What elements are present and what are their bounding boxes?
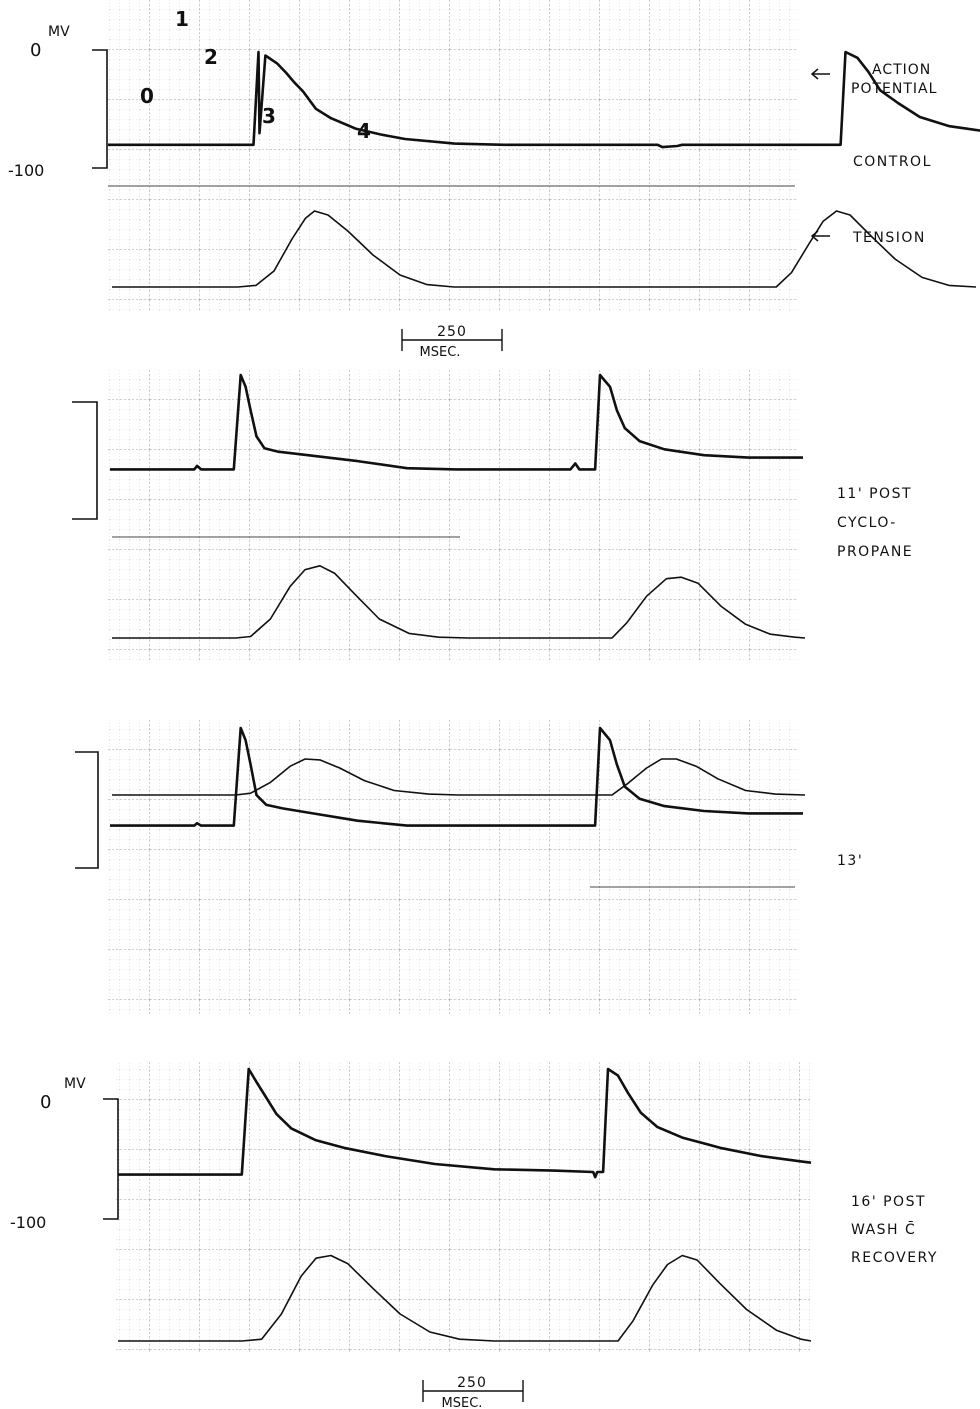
- tension-legend-text: TENSION: [852, 230, 926, 246]
- tension-legend: TENSION: [810, 230, 926, 246]
- tension-trace: [112, 210, 977, 288]
- svg-text:11' POST: 11' POST: [837, 486, 912, 502]
- mv-bracket-2: [72, 401, 98, 520]
- time-scale-value: 250: [437, 324, 467, 340]
- tension-trace: [118, 1254, 812, 1342]
- panel-post-wash-recovery-16: [115, 1062, 812, 1352]
- svg-text:WASH C̄: WASH C̄: [851, 1220, 916, 1238]
- mv-minus-100: -100: [8, 161, 44, 180]
- time-scale-unit: MSEC.: [420, 345, 461, 360]
- ap-legend: ACTION POTENTIAL: [810, 62, 937, 97]
- phase-2: 2: [204, 45, 218, 69]
- time-scale-value-bottom: 250: [457, 1375, 487, 1391]
- phase-labels: 0 1 2 3 4: [140, 7, 371, 143]
- action-potential-trace: [108, 50, 980, 149]
- label-cyclopropane: 11' POST CYCLO- PROPANE: [837, 486, 913, 560]
- panel-post-cyclopropane-11: [108, 370, 806, 660]
- arrow-left-icon: [810, 68, 830, 80]
- mv-minus-100-bottom: -100: [10, 1213, 46, 1232]
- svg-text:PROPANE: PROPANE: [837, 544, 913, 560]
- label-recovery: 16' POST WASH C̄ RECOVERY: [851, 1194, 938, 1266]
- grid-major: [108, 0, 798, 312]
- svg-text:16' POST: 16' POST: [851, 1194, 926, 1210]
- mv-unit: MV: [48, 24, 70, 40]
- mv-unit-bottom: MV: [64, 1076, 86, 1092]
- ap-legend-word-2: POTENTIAL: [851, 81, 937, 97]
- label-control: CONTROL: [853, 154, 932, 170]
- arrow-left-icon: [810, 230, 830, 242]
- time-scale-bottom: 250 MSEC.: [422, 1375, 524, 1409]
- phase-4: 4: [357, 119, 371, 143]
- action-potential-trace: [110, 726, 803, 827]
- mv-bracket-3: [75, 751, 99, 869]
- phase-1: 1: [175, 7, 189, 31]
- action-potential-trace: [118, 1067, 812, 1179]
- label-13: 13': [837, 853, 863, 869]
- time-scale-top: 250 MSEC.: [401, 324, 503, 360]
- grid-major: [115, 1062, 810, 1352]
- grid-major: [108, 370, 798, 660]
- mv-zero-bottom: 0: [40, 1092, 51, 1113]
- time-scale-unit-bottom: MSEC.: [442, 1396, 483, 1409]
- panel-control: [108, 0, 980, 312]
- ap-legend-word-1: ACTION: [872, 62, 931, 78]
- svg-text:CYCLO-: CYCLO-: [837, 515, 897, 531]
- svg-text:RECOVERY: RECOVERY: [851, 1250, 938, 1266]
- phase-3: 3: [262, 104, 276, 128]
- action-potential-trace: [110, 373, 803, 471]
- recovery-mv-scale: MV 0 -100: [10, 1076, 119, 1232]
- tension-trace: [112, 758, 806, 796]
- panels: [108, 0, 980, 1352]
- control-mv-scale: MV 0 -100: [8, 24, 108, 180]
- mv-zero: 0: [30, 40, 41, 61]
- tension-trace: [112, 564, 806, 639]
- phase-0: 0: [140, 84, 154, 108]
- panel-13-min: [108, 720, 806, 1015]
- grid-major: [108, 720, 798, 1015]
